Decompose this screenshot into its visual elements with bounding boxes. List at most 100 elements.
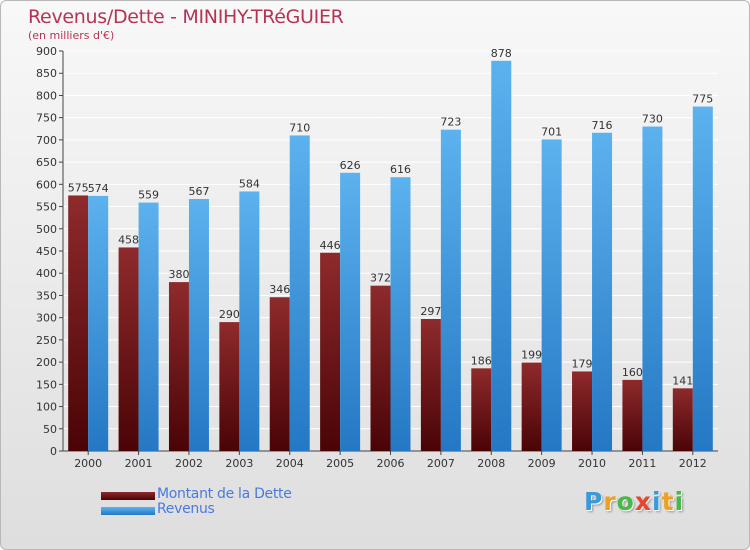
bar-dette	[622, 379, 643, 451]
data-label-revenus: 701	[541, 125, 562, 138]
bar-revenus	[188, 199, 209, 451]
y-tick-label: 800	[36, 89, 57, 102]
y-tick-label: 100	[36, 401, 57, 414]
bar-revenus	[491, 60, 512, 452]
data-label-revenus: 574	[88, 182, 109, 195]
y-tick-label: 250	[36, 334, 57, 347]
logo-letter: r	[603, 487, 617, 516]
bar-dette	[572, 371, 593, 451]
proxiti-logo: Proxiti	[584, 487, 684, 516]
y-tick-label: 50	[43, 423, 57, 436]
y-tick-label: 600	[36, 178, 57, 191]
bar-dette	[219, 322, 240, 451]
data-label-revenus: 626	[340, 159, 361, 172]
logo-letter: i	[674, 487, 685, 516]
y-tick-label: 0	[50, 445, 57, 458]
data-label-dette: 186	[471, 354, 492, 367]
y-tick-label: 400	[36, 267, 57, 280]
y-tick-label: 500	[36, 223, 57, 236]
legend-label-revenus: Revenus	[157, 501, 215, 517]
legend-swatch-dette	[101, 492, 155, 500]
y-tick-label: 850	[36, 67, 57, 80]
legend-swatch-revenus	[101, 507, 155, 515]
bar-revenus	[692, 106, 713, 452]
data-label-dette: 160	[622, 366, 643, 379]
x-tick-label: 2006	[377, 457, 405, 470]
bar-revenus	[239, 191, 260, 451]
bar-revenus	[390, 177, 411, 451]
bar-revenus	[138, 202, 159, 451]
bar-dette	[672, 388, 693, 451]
x-tick-label: 2012	[679, 457, 707, 470]
x-tick-label: 2003	[225, 457, 253, 470]
y-tick-label: 700	[36, 134, 57, 147]
logo-letter: t	[661, 487, 675, 516]
bar-dette	[420, 319, 441, 451]
data-label-dette: 346	[269, 283, 290, 296]
logo-letter: o	[616, 487, 635, 516]
x-tick-label: 2004	[276, 457, 304, 470]
y-tick-label: 300	[36, 312, 57, 325]
bar-dette	[68, 195, 89, 451]
data-label-dette: 141	[672, 374, 693, 387]
x-tick-label: 2002	[175, 457, 203, 470]
data-label-revenus: 559	[138, 189, 159, 202]
logo-letter: P	[584, 487, 604, 516]
data-labels: 575 574 458 559 380 567 290 584 346 710 446 626 372 6…	[68, 47, 714, 388]
y-tick-label: 900	[36, 45, 57, 58]
data-label-revenus: 616	[390, 163, 411, 176]
y-tick-label: 650	[36, 156, 57, 169]
data-label-dette: 446	[320, 239, 341, 252]
y-tick-label: 350	[36, 289, 57, 302]
y-tick-label: 200	[36, 356, 57, 369]
bar-dette	[320, 252, 341, 451]
bar-dette	[118, 247, 139, 451]
legend-label-dette: Montant de la Dette	[157, 486, 292, 502]
bar-revenus	[340, 172, 361, 451]
chart-subtitle: (en milliers d'€)	[28, 29, 115, 42]
x-tick-label: 2000	[74, 457, 102, 470]
bar-revenus	[440, 129, 461, 451]
y-tick-label: 450	[36, 245, 57, 258]
bar-revenus	[592, 132, 613, 451]
y-tick-label: 550	[36, 201, 57, 214]
bar-dette	[521, 362, 542, 451]
x-tick-label: 2005	[326, 457, 354, 470]
logo-letter: i	[652, 487, 662, 516]
bar-dette	[168, 282, 189, 451]
data-label-revenus: 584	[239, 177, 260, 190]
bar-revenus	[541, 139, 562, 451]
bar-dette	[269, 297, 290, 451]
data-label-revenus: 730	[642, 113, 663, 126]
chart-title: Revenus/Dette - MINIHY-TRéGUIER	[28, 6, 344, 28]
bar-revenus	[88, 195, 109, 451]
data-label-revenus: 878	[491, 47, 512, 60]
data-label-dette: 290	[219, 308, 240, 321]
data-label-revenus: 723	[440, 116, 461, 129]
x-tick-label: 2001	[125, 457, 153, 470]
data-label-revenus: 710	[289, 121, 310, 134]
x-tick-label: 2008	[477, 457, 505, 470]
data-label-dette: 179	[572, 357, 593, 370]
data-label-revenus: 567	[188, 185, 209, 198]
bars	[68, 60, 713, 452]
x-tick-label: 2009	[528, 457, 556, 470]
bar-revenus	[289, 135, 310, 451]
data-label-dette: 575	[68, 181, 89, 194]
data-label-dette: 372	[370, 272, 391, 285]
y-tick-label: 150	[36, 378, 57, 391]
y-tick-label: 750	[36, 112, 57, 125]
bar-dette	[370, 285, 391, 451]
data-label-dette: 380	[168, 268, 189, 281]
logo-letter: x	[634, 487, 652, 516]
x-tick-label: 2010	[578, 457, 606, 470]
x-tick-label: 2011	[628, 457, 656, 470]
data-label-dette: 199	[521, 349, 542, 362]
data-label-dette: 458	[118, 233, 139, 246]
x-tick-label: 2007	[427, 457, 455, 470]
data-label-revenus: 716	[592, 119, 613, 132]
data-label-dette: 297	[420, 305, 441, 318]
data-label-revenus: 775	[692, 93, 713, 106]
